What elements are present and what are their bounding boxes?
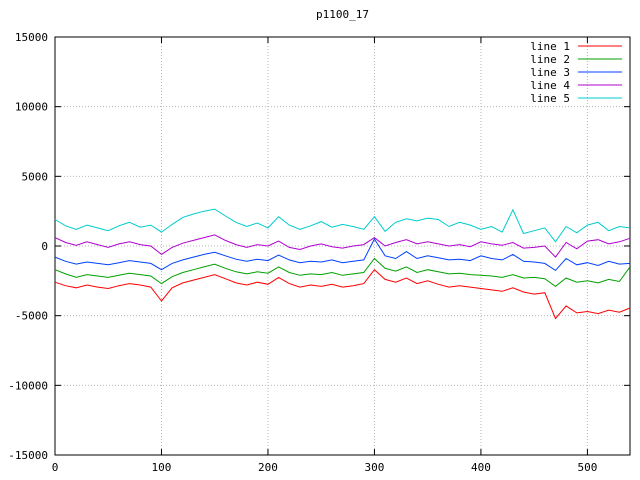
y-tick-label: -10000 <box>8 379 48 392</box>
chart-title: p1100_17 <box>316 8 369 21</box>
y-tick-label: 5000 <box>22 170 49 183</box>
series-line-3 <box>54 237 631 272</box>
x-tick-label: 300 <box>365 461 385 474</box>
x-tick-label: 500 <box>577 461 597 474</box>
y-tick-label: 0 <box>41 240 48 253</box>
legend-label: line 3 <box>530 66 570 79</box>
series-line-5 <box>54 208 631 243</box>
y-tick-label: 10000 <box>15 101 48 114</box>
legend-label: line 2 <box>530 53 570 66</box>
legend-label: line 1 <box>530 40 570 53</box>
x-tick-label: 0 <box>52 461 59 474</box>
y-tick-label: -15000 <box>8 449 48 462</box>
y-tick-label: -5000 <box>15 310 48 323</box>
series-line-2 <box>54 257 631 288</box>
legend-label: line 4 <box>530 79 570 92</box>
x-tick-label: 400 <box>471 461 491 474</box>
y-tick-label: 15000 <box>15 31 48 44</box>
x-tick-label: 100 <box>152 461 172 474</box>
plot-border <box>54 36 631 456</box>
series-line-1 <box>54 268 631 320</box>
x-tick-label: 200 <box>258 461 278 474</box>
legend-label: line 5 <box>530 92 570 105</box>
series-line-4 <box>54 234 631 258</box>
